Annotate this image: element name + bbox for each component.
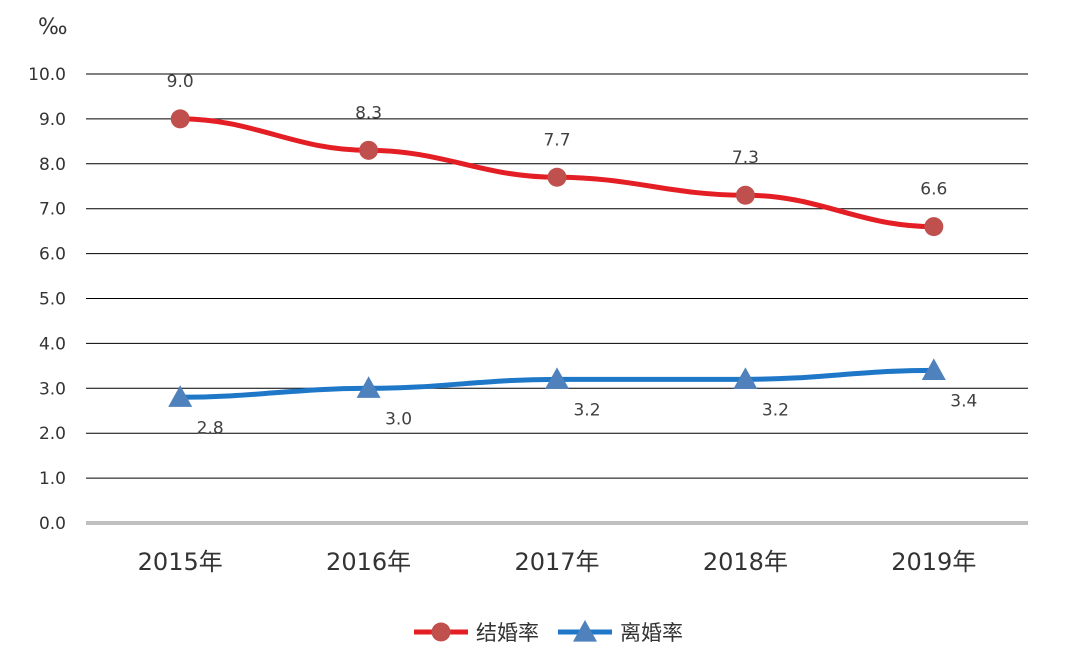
data-label: 7.3 (732, 148, 759, 168)
data-label: 2.8 (197, 418, 224, 438)
y-tick-label: 2.0 (39, 424, 66, 444)
y-tick-label: 0.0 (39, 514, 66, 534)
legend: 结婚率 离婚率 (414, 620, 683, 645)
legend-label: 离婚率 (620, 621, 683, 645)
series-1 (170, 109, 944, 237)
legend-item: 结婚率 (414, 621, 539, 645)
data-point (924, 217, 944, 237)
x-tick-label: 2019年 (891, 548, 976, 576)
data-point (921, 358, 946, 380)
data-point (168, 385, 193, 407)
data-label: 3.0 (385, 409, 412, 429)
grid-layer (86, 73, 1028, 525)
legend-marker (573, 620, 597, 642)
series-2 (168, 358, 946, 407)
data-labels: 9.0 8.3 7.7 7.3 6.6 2.8 3.0 3.2 3.2 3.4 (167, 72, 978, 438)
y-tick-label: 9.0 (39, 110, 66, 130)
series-layer (168, 109, 946, 407)
x-tick-label: 2016年 (326, 548, 411, 576)
data-point (356, 376, 381, 398)
y-tick-label: 5.0 (39, 290, 66, 310)
data-point (359, 140, 379, 160)
legend-item: 离婚率 (558, 620, 683, 645)
legend-marker (431, 622, 451, 642)
data-point (545, 367, 569, 389)
legend-label: 结婚率 (476, 621, 539, 645)
x-axis-ticks: 2015年 2016年 2017年 2018年 2019年 (138, 548, 977, 576)
x-tick-label: 2017年 (514, 548, 599, 576)
data-label: 7.7 (543, 130, 570, 150)
y-tick-label: 4.0 (39, 334, 66, 354)
y-axis-ticks: 0.0 1.0 2.0 3.0 4.0 5.0 6.0 7.0 8.0 9.0 10.0 (28, 65, 66, 534)
data-point (170, 109, 190, 129)
data-label: 3.2 (762, 400, 789, 420)
data-label: 6.6 (920, 180, 947, 200)
x-tick-label: 2015年 (138, 548, 223, 576)
y-tick-label: 7.0 (39, 200, 66, 220)
x-tick-label: 2018年 (703, 548, 788, 576)
y-unit-label: ‰ (38, 15, 68, 40)
y-tick-label: 8.0 (39, 155, 66, 175)
data-label: 3.2 (573, 400, 600, 420)
data-label: 9.0 (167, 72, 194, 92)
data-point (547, 167, 567, 187)
y-tick-label: 6.0 (39, 245, 66, 265)
y-tick-label: 10.0 (28, 65, 66, 85)
data-label: 3.4 (950, 391, 977, 411)
y-tick-label: 1.0 (39, 469, 66, 489)
y-tick-label: 3.0 (39, 379, 66, 399)
data-point (733, 367, 758, 389)
data-point (735, 185, 755, 205)
data-label: 8.3 (355, 103, 382, 123)
